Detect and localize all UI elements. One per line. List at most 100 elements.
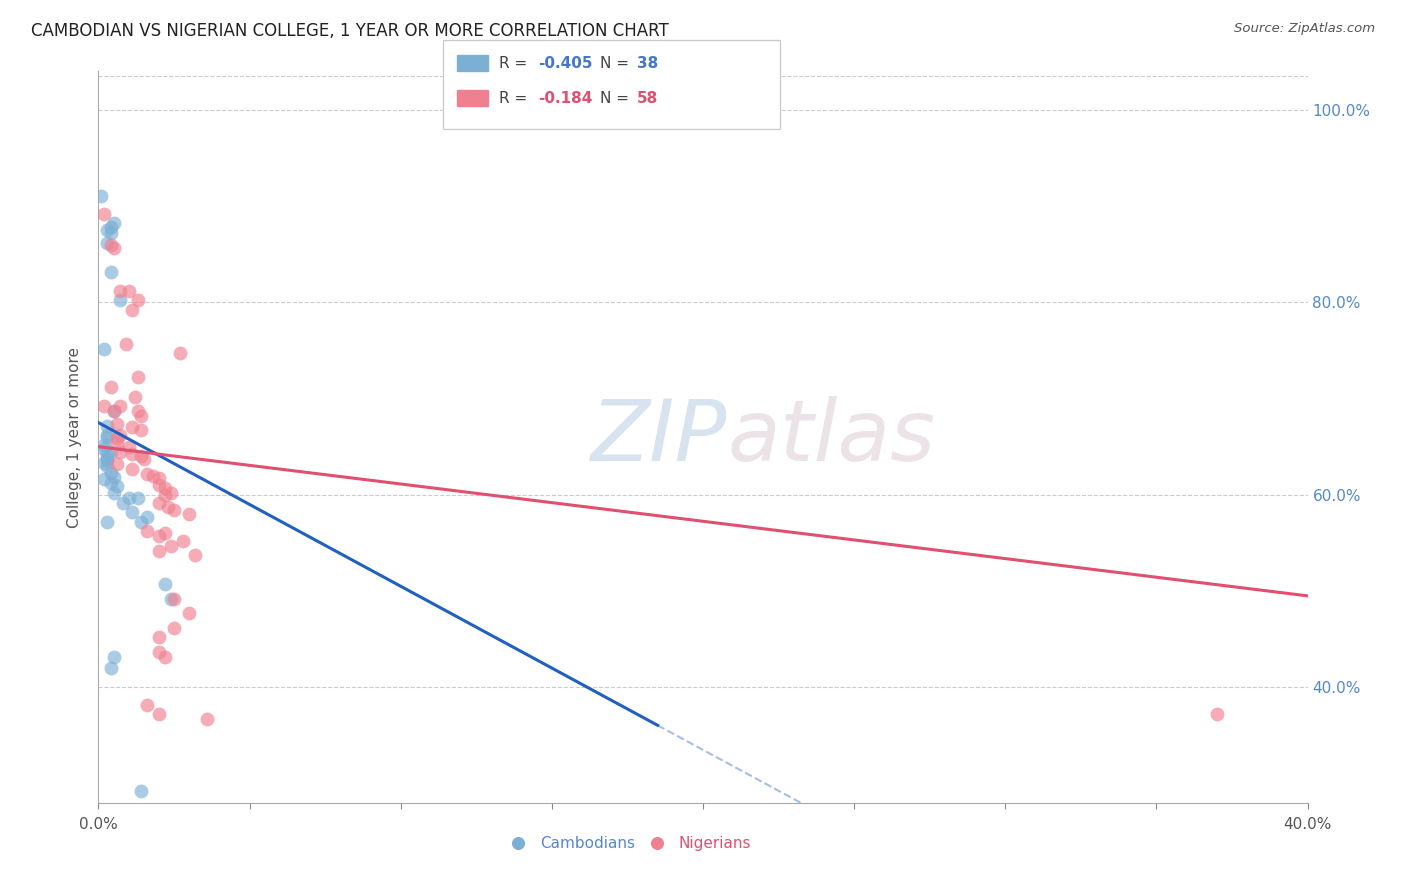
Point	[153, 649, 176, 664]
Text: R =: R =	[499, 91, 533, 105]
Point	[100, 444, 122, 458]
Point	[100, 661, 122, 675]
Point	[153, 577, 176, 591]
Text: Source: ZipAtlas.com: Source: ZipAtlas.com	[1234, 22, 1375, 36]
Point	[93, 399, 115, 413]
Point	[103, 469, 125, 483]
Point	[96, 428, 118, 442]
Point	[179, 606, 201, 620]
Point	[127, 404, 149, 418]
Point	[129, 450, 152, 464]
Point	[103, 486, 125, 500]
Point	[148, 543, 170, 558]
Point	[96, 453, 118, 467]
Point	[108, 284, 131, 298]
Point	[135, 524, 157, 539]
Point	[96, 223, 118, 237]
Point	[105, 431, 128, 445]
Point	[179, 507, 201, 521]
Point	[108, 444, 131, 458]
Point	[148, 529, 170, 543]
Point	[90, 189, 112, 203]
Point	[129, 409, 152, 423]
Text: ZIP: ZIP	[591, 395, 727, 479]
Point	[103, 242, 125, 256]
Point	[129, 784, 152, 798]
Point	[127, 370, 149, 384]
Point	[96, 235, 118, 250]
Point	[108, 293, 131, 308]
Point	[129, 515, 152, 529]
Text: Cambodians: Cambodians	[540, 836, 634, 851]
Point	[103, 216, 125, 230]
Point	[96, 418, 118, 433]
Point	[135, 510, 157, 524]
Point	[121, 420, 143, 434]
Text: R =: R =	[499, 56, 533, 70]
Point	[184, 549, 207, 563]
Text: Nigerians: Nigerians	[679, 836, 751, 851]
Point	[100, 237, 122, 252]
Text: N =: N =	[600, 91, 634, 105]
Point	[121, 505, 143, 519]
Point	[148, 707, 170, 722]
Point	[96, 458, 118, 473]
Point	[160, 591, 183, 606]
Text: -0.405: -0.405	[538, 56, 593, 70]
Point	[169, 346, 191, 360]
Point	[121, 303, 143, 318]
Point	[127, 491, 149, 505]
Point	[195, 712, 218, 726]
Point	[96, 515, 118, 529]
Point	[124, 390, 146, 404]
Point	[132, 452, 155, 467]
Point	[105, 435, 128, 450]
Point	[105, 417, 128, 431]
Point	[148, 630, 170, 644]
Point	[108, 428, 131, 442]
Point	[105, 479, 128, 493]
Point	[129, 423, 152, 437]
Point	[118, 284, 141, 298]
Point	[127, 293, 149, 308]
Point	[148, 495, 170, 509]
Point	[160, 486, 183, 500]
Text: 58: 58	[637, 91, 658, 105]
Point	[100, 466, 122, 480]
Point	[153, 481, 176, 495]
Point	[135, 698, 157, 712]
Point	[96, 430, 118, 444]
Point	[163, 621, 186, 635]
Point	[100, 264, 122, 278]
Point	[93, 438, 115, 452]
Text: N =: N =	[600, 56, 634, 70]
Point	[153, 488, 176, 502]
Text: atlas: atlas	[727, 395, 935, 479]
Point	[1206, 707, 1229, 722]
Point	[160, 539, 183, 553]
Text: CAMBODIAN VS NIGERIAN COLLEGE, 1 YEAR OR MORE CORRELATION CHART: CAMBODIAN VS NIGERIAN COLLEGE, 1 YEAR OR…	[31, 22, 669, 40]
Point	[103, 404, 125, 418]
Point	[100, 380, 122, 394]
Point	[108, 399, 131, 413]
Point	[153, 526, 176, 541]
Point	[93, 342, 115, 356]
Point	[100, 220, 122, 235]
Y-axis label: College, 1 year or more: College, 1 year or more	[67, 347, 83, 527]
Point	[103, 404, 125, 418]
Point	[105, 457, 128, 471]
Point	[96, 447, 118, 461]
Text: 38: 38	[637, 56, 658, 70]
Point	[172, 534, 194, 549]
Point	[163, 591, 186, 606]
Point	[93, 472, 115, 486]
Text: -0.184: -0.184	[538, 91, 593, 105]
Point	[148, 471, 170, 485]
Point	[100, 476, 122, 491]
Point	[100, 226, 122, 240]
Point	[93, 207, 115, 221]
Point	[93, 456, 115, 470]
Point	[148, 478, 170, 492]
Point	[148, 645, 170, 659]
Point	[121, 462, 143, 476]
